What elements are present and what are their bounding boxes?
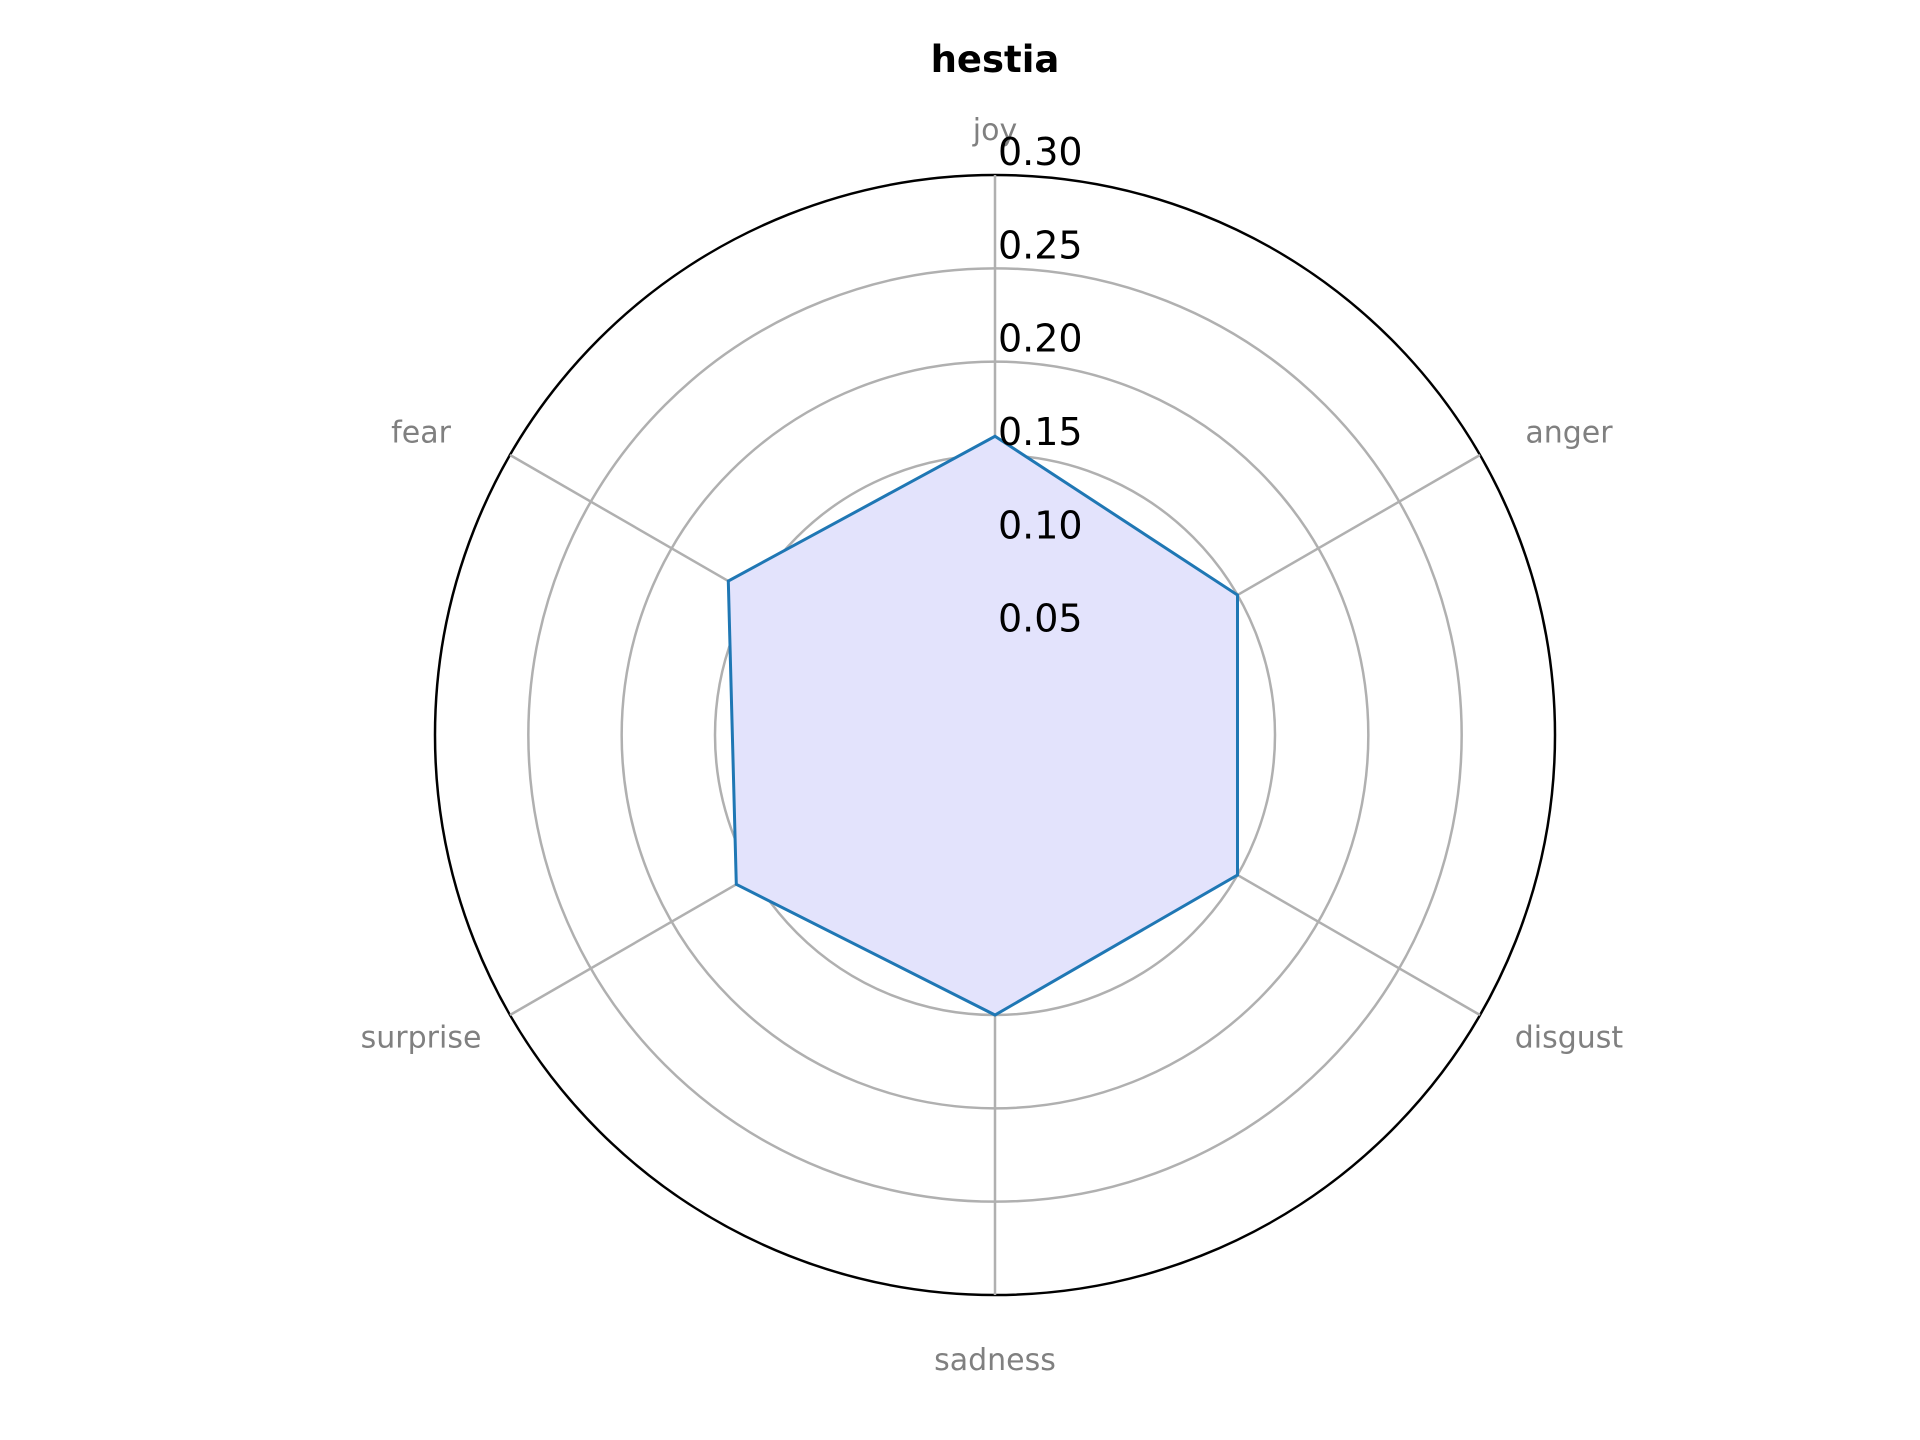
category-label-joy: joy [972, 113, 1017, 148]
category-label-surprise: surprise [361, 1021, 482, 1056]
category-label-fear: fear [391, 416, 451, 451]
radial-tick-label: 0.10 [998, 503, 1083, 547]
category-label-anger: anger [1525, 416, 1613, 451]
data-layer [726, 434, 1239, 1017]
radial-tick-label: 0.20 [998, 317, 1083, 361]
category-label-sadness: sadness [934, 1343, 1056, 1378]
radial-tick-label: 0.30 [998, 130, 1083, 174]
radial-tick-label: 0.15 [998, 410, 1083, 454]
radial-tick-label: 0.25 [998, 223, 1083, 267]
chart-title: hestia [931, 38, 1060, 81]
series-fill [728, 436, 1238, 1015]
radial-tick-label: 0.05 [998, 597, 1083, 641]
label-layer: joy anger disgust sadness surprise fear 0.05 0.… [361, 113, 1624, 1378]
category-label-disgust: disgust [1515, 1021, 1624, 1056]
